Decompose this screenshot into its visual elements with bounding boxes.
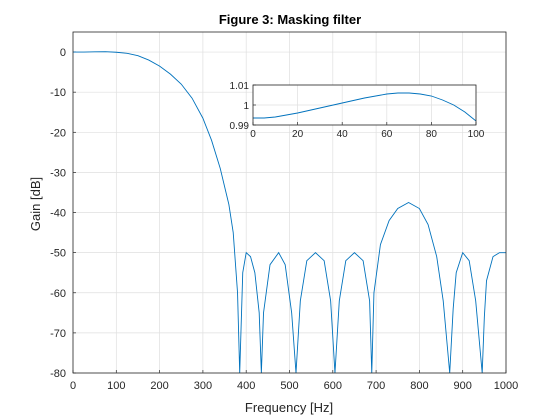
- inset-y-tick-label: 1.01: [230, 81, 250, 92]
- main-x-tick-label: 200: [150, 380, 168, 392]
- main-y-tick-label: -40: [50, 208, 66, 220]
- main-x-tick-label: 0: [70, 380, 76, 392]
- main-x-tick-label: 700: [367, 380, 385, 392]
- main-x-tick-label: 100: [107, 380, 125, 392]
- main-y-tick-label: -10: [50, 87, 66, 99]
- main-grid: [72, 32, 507, 374]
- inset-x-tick-label: 40: [337, 129, 349, 140]
- main-x-tick-label: 500: [280, 380, 298, 392]
- main-y-tick-label: -80: [50, 368, 66, 380]
- main-y-tick-label: -70: [50, 328, 66, 340]
- main-axes-frame: [72, 31, 507, 374]
- main-y-tick-label: 0: [60, 47, 66, 59]
- main-x-tick-label: 300: [194, 380, 212, 392]
- main-series-line: [73, 51, 506, 374]
- inset-x-tick-label: 80: [426, 129, 438, 140]
- main-x-tick-label: 600: [324, 380, 342, 392]
- y-axis-label: Gain [dB]: [28, 177, 43, 231]
- inset-axes-frame: [252, 84, 477, 126]
- inset-x-tick-label: 0: [250, 129, 256, 140]
- inset-series-line: [253, 92, 477, 122]
- chart-title: Figure 3: Masking filter: [219, 12, 361, 27]
- main-x-tick-label: 1000: [494, 380, 518, 392]
- main-y-tick-label: -50: [50, 248, 66, 260]
- inset-x-tick-label: 100: [468, 129, 485, 140]
- main-tick-labels: 0 100 200 300 400 500 600 700 800 900 10000-10-20-…: [50, 47, 518, 392]
- main-x-tick-label: 800: [410, 380, 428, 392]
- inset-tick-labels: 0 20 40 60 80 100 1.01 1 0.99: [230, 81, 485, 140]
- main-y-tick-label: -20: [50, 127, 66, 139]
- inset-x-tick-label: 20: [292, 129, 304, 140]
- main-y-tick-label: -60: [50, 288, 66, 300]
- inset-x-tick-label: 60: [381, 129, 393, 140]
- main-y-tick-label: -30: [50, 167, 66, 179]
- main-x-tick-label: 400: [237, 380, 255, 392]
- inset-y-tick-label: 1: [243, 101, 249, 112]
- x-axis-label: Frequency [Hz]: [245, 400, 333, 415]
- main-x-tick-label: 900: [454, 380, 472, 392]
- inset-y-tick-label: 0.99: [230, 121, 250, 132]
